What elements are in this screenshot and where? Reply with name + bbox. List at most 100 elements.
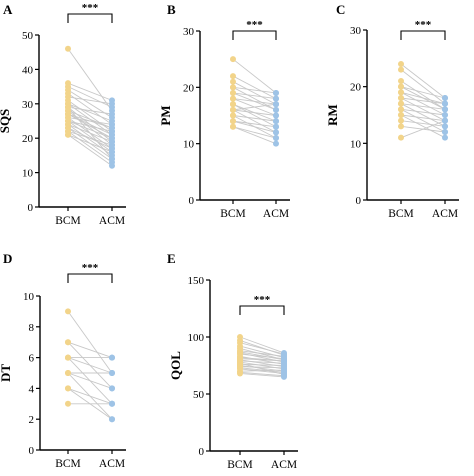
y-tick-label: 0	[28, 202, 34, 214]
point-acm	[442, 95, 448, 101]
pair-line	[232, 109, 277, 116]
point-bcm	[230, 123, 236, 130]
pair-line	[239, 358, 285, 362]
significance-bracket	[67, 273, 113, 283]
point-acm	[109, 416, 115, 423]
pair-line	[400, 86, 446, 99]
y-tick-label: 30	[183, 26, 195, 38]
x-tick-label: BCM	[55, 215, 81, 227]
significance-bracket	[239, 305, 285, 315]
point-acm	[273, 140, 279, 147]
y-tick-label: 10	[23, 291, 35, 303]
point-bcm	[230, 118, 236, 125]
panel-a: A 0 10 20 30 40 50 BCM ACM SQS ***	[0, 2, 126, 227]
pair-line	[67, 82, 113, 101]
point-bcm	[65, 104, 71, 111]
y-tick-label: 8	[29, 322, 35, 334]
panel-e: E 0 50 100 150 BCM ACM QOL ***	[167, 251, 298, 471]
pair-line	[67, 357, 113, 374]
y-axis-label: SQS	[0, 109, 12, 134]
point-bcm	[237, 348, 243, 355]
y-tick-label: 2	[29, 414, 35, 426]
y-tick-label: 50	[22, 30, 34, 42]
pair-line	[400, 91, 446, 116]
significance-label: ***	[254, 294, 271, 306]
pair-line	[67, 106, 113, 160]
pair-line	[232, 120, 277, 128]
x-tick-label: ACM	[263, 208, 289, 220]
pair-line	[232, 86, 277, 94]
point-acm	[273, 95, 279, 102]
point-bcm	[230, 112, 236, 119]
pair-line	[400, 91, 446, 105]
pair-line	[67, 48, 113, 111]
pair-line	[67, 372, 113, 389]
pair-line	[67, 103, 113, 122]
point-acm	[281, 356, 287, 363]
pair-line	[239, 373, 285, 378]
panel-b: B 0 10 20 30 BCM ACM PM ***	[158, 2, 290, 220]
point-bcm	[398, 112, 404, 118]
pair-line	[67, 130, 113, 163]
point-acm	[442, 129, 448, 135]
x-tick-label: BCM	[220, 208, 246, 220]
point-acm	[109, 148, 115, 155]
y-tick-label: 20	[183, 82, 195, 94]
point-bcm	[65, 385, 71, 392]
pair-line	[400, 120, 446, 139]
y-tick-label: 0	[199, 446, 205, 458]
point-acm	[109, 155, 115, 162]
point-acm	[442, 106, 448, 113]
point-acm	[281, 371, 287, 378]
point-bcm	[398, 134, 404, 141]
point-bcm	[65, 111, 71, 118]
y-tick-label: 40	[22, 64, 34, 76]
y-tick-label: 6	[29, 353, 35, 365]
point-acm	[109, 354, 115, 361]
y-tick-label: 50	[193, 389, 205, 401]
point-bcm	[230, 56, 236, 63]
x-tick-label: ACM	[99, 458, 125, 470]
y-tick-label: 100	[188, 332, 205, 344]
panel-letter: D	[3, 251, 12, 266]
x-tick-label: BCM	[55, 458, 81, 470]
pair-line	[400, 97, 446, 122]
point-bcm	[65, 370, 71, 376]
point-acm	[109, 135, 115, 142]
x-tick-label: BCM	[227, 459, 253, 471]
panel-letter: E	[167, 251, 176, 266]
point-acm	[109, 111, 115, 118]
pair-line	[67, 134, 113, 153]
y-tick-label: 20	[350, 82, 362, 94]
point-bcm	[398, 95, 404, 101]
pair-line	[67, 387, 113, 405]
pair-line	[400, 103, 446, 127]
pair-line	[232, 98, 277, 105]
point-acm	[442, 117, 448, 124]
point-bcm	[65, 354, 71, 361]
point-bcm	[230, 73, 236, 80]
panel-d: D 0 2 4 6 8 10 BCM ACM DT ***	[0, 251, 126, 470]
point-acm	[109, 124, 115, 131]
point-acm	[273, 112, 279, 119]
pair-line	[239, 351, 285, 361]
point-bcm	[237, 364, 243, 371]
point-acm	[442, 112, 448, 118]
pair-line	[239, 360, 285, 364]
y-tick-label: 30	[22, 99, 34, 111]
point-bcm	[230, 84, 236, 91]
point-acm	[442, 100, 448, 107]
significance-bracket	[232, 30, 277, 40]
point-acm	[273, 89, 279, 96]
point-acm	[442, 123, 448, 130]
point-acm	[109, 162, 115, 169]
significance-bracket	[400, 30, 446, 40]
significance-label: ***	[415, 19, 432, 31]
pair-line	[239, 353, 285, 360]
pair-line	[232, 92, 277, 100]
pair-line	[232, 75, 277, 99]
pair-line	[232, 126, 277, 145]
y-tick-label: 0	[29, 445, 35, 457]
pair-line	[232, 58, 277, 94]
